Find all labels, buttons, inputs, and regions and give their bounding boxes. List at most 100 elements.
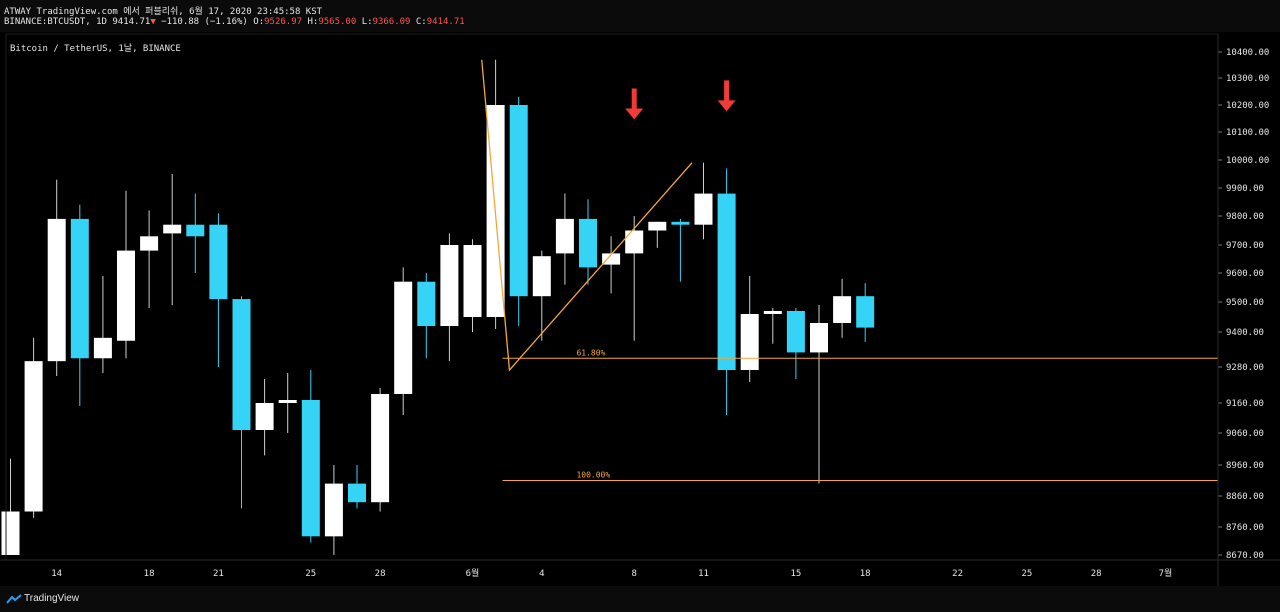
candle-body[interactable]	[117, 250, 135, 341]
candle-body[interactable]	[532, 256, 551, 297]
y-tick-label: 8960.00	[1226, 461, 1264, 471]
fib-level-label: 100.00%	[576, 471, 610, 480]
candle-body[interactable]	[301, 400, 320, 537]
candle-body[interactable]	[47, 218, 66, 362]
y-tick-label: 8760.00	[1226, 523, 1264, 533]
candle-body[interactable]	[810, 323, 828, 353]
candle-body[interactable]	[278, 400, 297, 403]
candle-body[interactable]	[625, 230, 644, 254]
brand-label: TradingView	[24, 593, 80, 604]
candle-body[interactable]	[833, 296, 852, 323]
candle-body[interactable]	[602, 253, 621, 265]
candle-body[interactable]	[786, 311, 805, 353]
candle-body[interactable]	[394, 281, 413, 394]
price-chart[interactable]: 61.80%100.00% 10400.0010300.0010200.0010…	[0, 0, 1280, 586]
candle-body[interactable]	[93, 337, 112, 359]
y-tick-label: 10200.00	[1226, 101, 1269, 111]
high-label: H:	[307, 17, 319, 27]
candle-body[interactable]	[555, 218, 574, 254]
down-arrow-icon	[717, 80, 736, 112]
candle-body[interactable]	[671, 221, 690, 225]
close-label: C:	[415, 17, 427, 27]
candle-body[interactable]	[717, 193, 736, 370]
tradingview-logo-icon	[6, 594, 22, 604]
y-tick-label: 9280.00	[1226, 363, 1264, 373]
close-value: 9414.71	[426, 17, 465, 27]
y-tick-label: 9500.00	[1226, 298, 1264, 308]
y-tick-label: 9400.00	[1226, 328, 1264, 338]
candle-body[interactable]	[163, 224, 182, 234]
x-tick-label: 21	[213, 569, 224, 579]
y-tick-label: 9060.00	[1226, 429, 1264, 439]
candle-body[interactable]	[348, 483, 366, 503]
plot-frame	[5, 33, 1219, 561]
x-tick-label: 18	[860, 569, 871, 579]
x-tick-label: 4	[539, 569, 544, 579]
y-tick-label: 8860.00	[1226, 492, 1264, 502]
ohlc-line: BINANCE:BTCUSDT, 1D 9414.71▼ −110.88 (−1…	[4, 17, 465, 27]
y-tick-label: 10400.00	[1226, 48, 1269, 58]
x-tick-label: 7월	[1159, 567, 1173, 579]
down-arrow-icon: ▼	[150, 17, 156, 27]
chart-title: Bitcoin / TetherUS, 1날, BINANCE	[10, 44, 181, 54]
down-arrow-icon	[625, 88, 644, 120]
candle-body[interactable]	[186, 224, 205, 237]
fib-level-label: 61.80%	[576, 348, 605, 357]
x-tick-label: 18	[144, 569, 155, 579]
publish-info: ATWAY TradingView.com 에서 퍼블리쉬, 6월 17, 20…	[4, 7, 323, 17]
x-tick-label: 28	[375, 569, 386, 579]
y-tick-label: 9800.00	[1226, 212, 1264, 222]
candle-body[interactable]	[509, 105, 528, 297]
y-tick-label: 9700.00	[1226, 241, 1264, 251]
candle-body[interactable]	[209, 224, 228, 300]
price-axis[interactable]: 10400.00 10300.00 10200.00 10100.00 10000.00…	[1218, 48, 1269, 561]
change-value: −110.88 (−1.16%)	[161, 17, 248, 27]
candle-body[interactable]	[371, 394, 390, 503]
arrow-shaft	[631, 88, 637, 111]
x-tick-label: 6월	[466, 567, 480, 579]
candle-body[interactable]	[417, 281, 436, 326]
y-tick-label: 10300.00	[1226, 74, 1269, 84]
arrow-head	[625, 108, 644, 120]
y-tick-label: 9600.00	[1226, 269, 1264, 279]
candle-body[interactable]	[70, 218, 89, 359]
y-tick-label: 10100.00	[1226, 128, 1269, 138]
top-bar: ATWAY TradingView.com 에서 퍼블리쉬, 6월 17, 20…	[0, 0, 1280, 32]
candle-body[interactable]	[856, 296, 875, 328]
y-tick-label: 10000.00	[1226, 156, 1269, 166]
candle-body[interactable]	[24, 361, 43, 512]
arrow-shaft	[724, 80, 730, 103]
x-tick-label: 15	[790, 569, 801, 579]
x-tick-label: 25	[305, 569, 316, 579]
symbol-label: BINANCE:BTCUSDT, 1D	[4, 17, 107, 27]
trend-line[interactable]	[481, 59, 693, 372]
y-tick-label: 9900.00	[1226, 184, 1264, 194]
x-tick-label: 14	[51, 569, 62, 579]
y-tick-label: 9160.00	[1226, 399, 1264, 409]
candle-body[interactable]	[694, 193, 713, 225]
low-value: 9366.09	[372, 17, 411, 27]
candle-body[interactable]	[579, 218, 597, 268]
x-tick-label: 25	[1021, 569, 1032, 579]
candle-body[interactable]	[232, 299, 251, 430]
low-label: L:	[361, 17, 373, 27]
candle-body[interactable]	[440, 245, 459, 326]
open-label: O:	[253, 17, 265, 27]
candle-body[interactable]	[648, 221, 667, 231]
candle-body[interactable]	[140, 236, 159, 251]
x-tick-label: 8	[631, 569, 636, 579]
open-value: 9526.97	[264, 17, 303, 27]
last-price: 9414.71	[112, 17, 151, 27]
candle-body[interactable]	[1, 511, 20, 556]
bottom-bar	[0, 586, 1280, 612]
candle-body[interactable]	[255, 403, 274, 430]
candle-body[interactable]	[463, 245, 482, 317]
candle-body[interactable]	[763, 311, 782, 314]
candle-body[interactable]	[740, 314, 759, 370]
high-value: 9565.00	[318, 17, 357, 27]
x-tick-label: 28	[1091, 569, 1102, 579]
drawing-overlays: 61.80% 100.00%	[481, 59, 1218, 481]
x-tick-label: 11	[698, 569, 709, 579]
candle-body[interactable]	[324, 483, 343, 537]
time-axis[interactable]: 14 18 21 25 28 6월 4 8 11 15 18 22 25 28 7월	[51, 567, 1172, 579]
